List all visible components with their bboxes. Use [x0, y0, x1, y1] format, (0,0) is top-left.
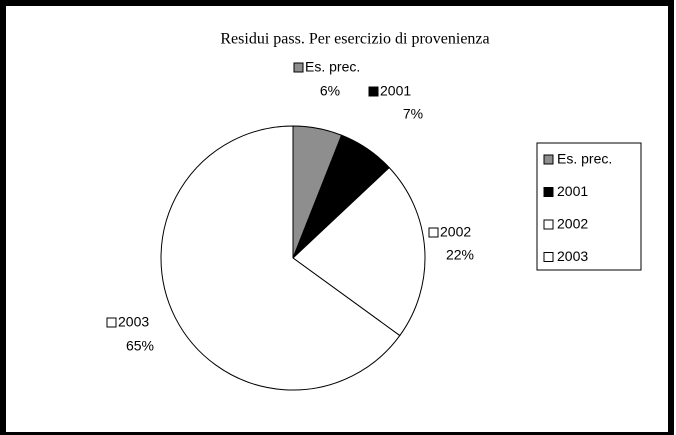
data-label-name: 2002	[440, 224, 471, 240]
legend-key	[543, 219, 554, 230]
legend-box	[536, 142, 642, 271]
legend-label: 2003	[557, 248, 588, 264]
pie-slice	[160, 125, 401, 391]
data-label-name: Es. prec.	[305, 59, 360, 75]
label-key	[368, 86, 379, 97]
data-label: 22%	[446, 247, 474, 263]
data-label: 7%	[403, 106, 423, 122]
data-label: 65%	[126, 338, 154, 354]
data-label: 6%	[320, 83, 340, 99]
data-label-name: 2001	[380, 83, 411, 99]
legend-key	[543, 154, 554, 165]
legend-key	[543, 252, 554, 262]
chart-title: Residui pass. Per esercizio di provenien…	[220, 31, 489, 48]
legend-label: Es. prec.	[557, 151, 612, 167]
legend-label: 2002	[557, 216, 588, 232]
pie-slice	[292, 166, 426, 337]
label-key	[428, 227, 439, 238]
legend-label: 2001	[557, 183, 588, 199]
data-label-name: 2003	[118, 314, 149, 330]
legend-key	[543, 187, 554, 197]
label-key	[293, 62, 304, 73]
label-key	[106, 317, 117, 328]
